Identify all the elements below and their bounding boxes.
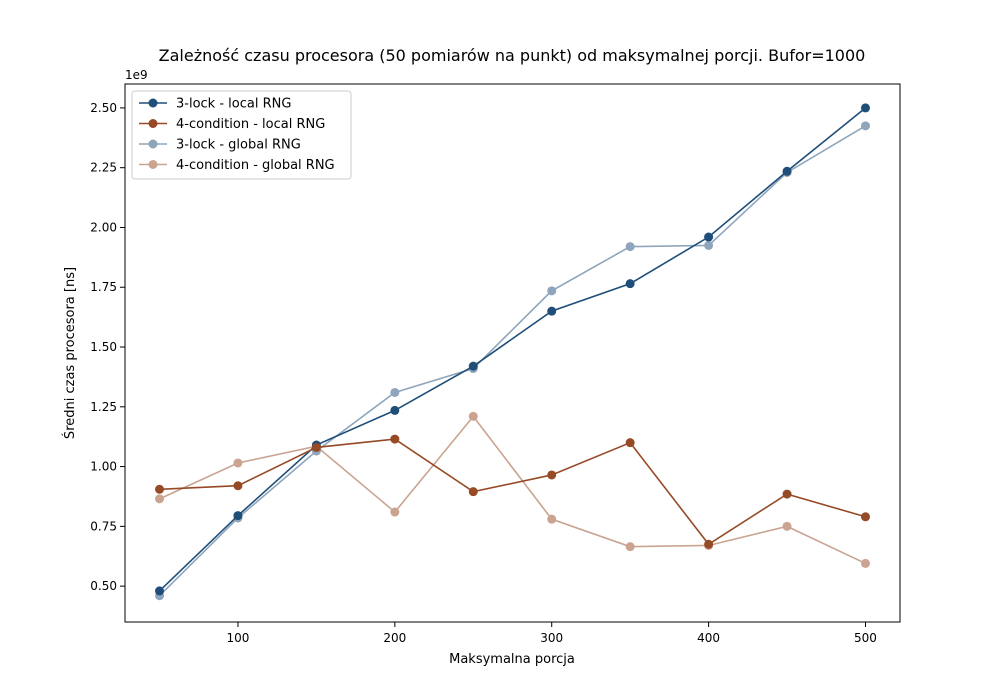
- legend-entry: [139, 98, 167, 108]
- data-point: [155, 494, 165, 504]
- x-axis-ticks: 100 200 300 400 500: [227, 622, 877, 645]
- legend-marker: [148, 160, 158, 169]
- y-tick-label: 1.25: [90, 400, 117, 414]
- data-point: [782, 489, 792, 499]
- y-axis-ticks: 0.50 0.75 1.00 1.25 1.50 1.75 2.00 2.25 2.50: [90, 101, 125, 593]
- x-tick-label: 200: [383, 631, 406, 645]
- data-point: [860, 558, 870, 568]
- series-line: [159, 438, 866, 546]
- data-point: [547, 514, 557, 524]
- data-point: [704, 232, 714, 242]
- y-tick-label: 2.50: [90, 101, 117, 115]
- data-point: [625, 542, 635, 552]
- legend: 3-lock - local RNG 4-condition - local RN…: [131, 90, 352, 180]
- x-tick-label: 100: [227, 631, 250, 645]
- data-point: [625, 242, 635, 252]
- x-tick-label: 300: [540, 631, 563, 645]
- legend-label: 4-condition - global RNG: [176, 158, 335, 173]
- series-line: [159, 415, 866, 565]
- legend-label: 3-lock - local RNG: [176, 97, 291, 112]
- data-point: [782, 166, 792, 176]
- series-line: [158, 125, 866, 597]
- data-point: [390, 434, 400, 444]
- data-point: [233, 458, 243, 468]
- legend-entry: [139, 139, 167, 149]
- data-point: [155, 586, 165, 596]
- y-axis-offset-label: 1e9: [125, 68, 148, 82]
- data-point: [547, 286, 557, 296]
- chart-title: Zależność czasu procesora (50 pomiarów n…: [159, 46, 866, 65]
- x-tick-label: 400: [697, 631, 720, 645]
- y-tick-label: 2.25: [90, 161, 117, 175]
- data-point: [155, 484, 165, 494]
- data-point: [704, 539, 714, 549]
- data-point: [390, 405, 400, 415]
- y-tick-label: 1.75: [90, 280, 117, 294]
- legend-marker: [148, 98, 158, 108]
- data-point: [233, 511, 243, 521]
- y-axis-label: Średni czas procesora [ns]: [62, 267, 78, 439]
- y-tick-label: 1.50: [90, 340, 117, 354]
- legend-box: [131, 90, 352, 180]
- y-tick-label: 2.00: [90, 220, 117, 234]
- series-line: [158, 107, 866, 592]
- data-point: [547, 470, 557, 480]
- y-tick-label: 0.50: [90, 579, 117, 593]
- legend-label: 4-condition - local RNG: [176, 117, 325, 132]
- legend-marker: [148, 119, 158, 128]
- legend-marker: [148, 139, 158, 149]
- data-point: [704, 240, 714, 250]
- series-layer: [155, 103, 870, 601]
- series-0: [155, 103, 870, 596]
- data-point: [860, 121, 870, 131]
- legend-label: 3-lock - global RNG: [176, 138, 301, 153]
- legend-entry: [139, 119, 167, 128]
- data-point: [468, 487, 478, 497]
- data-point: [625, 438, 635, 448]
- data-point: [625, 279, 635, 289]
- y-tick-label: 1.00: [90, 460, 117, 474]
- x-tick-label: 500: [854, 631, 877, 645]
- data-point: [547, 306, 557, 316]
- data-point: [860, 512, 870, 522]
- data-point: [390, 507, 400, 517]
- data-point: [233, 481, 243, 491]
- legend-entry: [139, 160, 167, 169]
- data-point: [782, 521, 792, 531]
- data-point: [311, 442, 321, 452]
- y-tick-label: 0.75: [90, 519, 117, 533]
- x-axis-label: Maksymalna porcja: [449, 652, 575, 667]
- data-point: [390, 387, 400, 397]
- data-point: [468, 361, 478, 371]
- data-point: [468, 411, 478, 421]
- series-1: [155, 434, 870, 549]
- data-point: [860, 103, 870, 113]
